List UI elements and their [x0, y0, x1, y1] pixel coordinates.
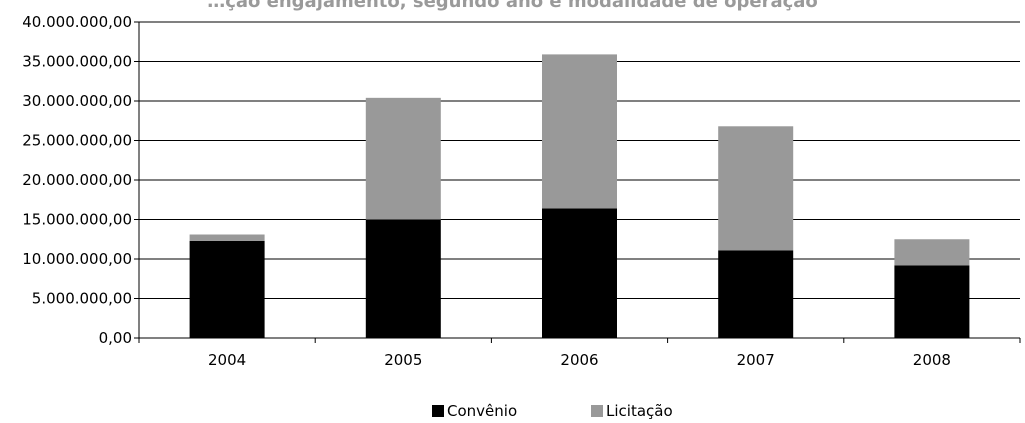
- y-tick-label: 5.000.000,00: [32, 290, 132, 308]
- y-tick-label: 0,00: [99, 329, 132, 347]
- bar-licitacao-2004: [189, 234, 265, 241]
- stacked-bar-chart: 0,00 5.000.000,00 10.000.000,00 15.000.000,…: [22, 13, 1021, 369]
- x-tick-label: 2005: [384, 351, 422, 369]
- legend-item-licitacao: Licitação: [591, 402, 673, 420]
- bar-licitacao-2005: [365, 97, 441, 220]
- chart-title: …ção engajamento, segundo ano e modalida…: [207, 0, 818, 12]
- y-tick-label: 10.000.000,00: [22, 250, 132, 268]
- bar-licitacao-2008: [894, 239, 970, 266]
- bar-licitacao-2006: [542, 54, 617, 209]
- bar-convenio-2007: [718, 250, 794, 338]
- y-tick-label: 35.000.000,00: [22, 53, 132, 71]
- x-tick-label: 2008: [913, 351, 951, 369]
- bar-group: [189, 54, 970, 338]
- y-tick-label: 25.000.000,00: [22, 132, 132, 150]
- x-tick-label: 2006: [560, 351, 598, 369]
- axes: [138, 22, 1021, 343]
- legend-item-convenio: Convênio: [432, 402, 517, 420]
- y-tick-label: 20.000.000,00: [22, 171, 132, 189]
- bar-convenio-2008: [894, 265, 970, 338]
- legend: Convênio Licitação: [0, 402, 1025, 423]
- legend-label-licitacao: Licitação: [606, 402, 673, 420]
- bar-convenio-2005: [365, 219, 441, 338]
- bar-convenio-2006: [542, 208, 617, 338]
- legend-label-convenio: Convênio: [447, 402, 518, 420]
- legend-swatch-licitacao: [591, 405, 603, 417]
- bar-convenio-2004: [189, 240, 265, 338]
- legend-swatch-convenio: [432, 405, 444, 417]
- y-tick-labels: 0,00 5.000.000,00 10.000.000,00 15.000.000,…: [22, 13, 132, 347]
- x-tick-label: 2004: [208, 351, 246, 369]
- y-tick-label: 30.000.000,00: [22, 92, 132, 110]
- x-tick-labels: 2004 2005 2006 2007 2008: [208, 351, 951, 369]
- bar-licitacao-2007: [718, 126, 794, 251]
- y-tick-label: 40.000.000,00: [22, 13, 132, 31]
- x-tick-label: 2007: [737, 351, 775, 369]
- y-tick-label: 15.000.000,00: [22, 211, 132, 229]
